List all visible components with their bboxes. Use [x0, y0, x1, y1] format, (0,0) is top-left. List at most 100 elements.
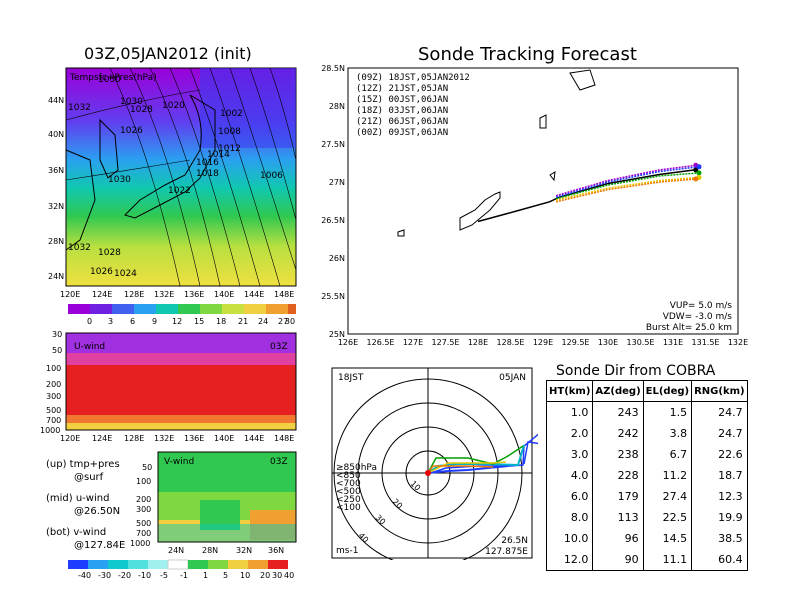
svg-text:1012: 1012	[218, 144, 241, 154]
svg-text:1030: 1030	[120, 97, 143, 107]
svg-text:<850: <850	[336, 471, 361, 481]
v-lat-ticks: 24N 28N 32N 36N	[168, 546, 284, 555]
svg-text:36N: 36N	[268, 546, 284, 555]
svg-text:32N: 32N	[48, 202, 64, 211]
table-cell: 179	[592, 486, 644, 507]
svg-text:24: 24	[258, 317, 268, 326]
lat-tick-label: 27.5N	[321, 140, 345, 149]
svg-text:148E: 148E	[274, 434, 294, 443]
svg-text:1032: 1032	[68, 243, 91, 253]
svg-text:24N: 24N	[48, 272, 64, 281]
svg-text:32N: 32N	[236, 546, 252, 555]
table-cell: 1.5	[642, 401, 693, 423]
track-end-point	[693, 167, 699, 173]
hodograph-line	[427, 433, 538, 474]
track-series-line	[555, 178, 696, 203]
svg-text:20: 20	[260, 571, 270, 580]
svg-text:100: 100	[136, 477, 151, 486]
polar-lon: 127.875E	[485, 547, 528, 557]
lon-tick-label: 131E	[663, 338, 683, 347]
svg-text:1030: 1030	[108, 175, 131, 185]
table-cell: 96	[592, 528, 644, 549]
table-cell: 14.5	[642, 528, 693, 549]
lon-tick-label: 127E	[403, 338, 423, 347]
svg-text:18: 18	[216, 317, 226, 326]
v-wind-label: V-wind	[164, 457, 194, 467]
table-cell: 238	[592, 444, 644, 465]
svg-text:140E: 140E	[214, 290, 234, 299]
svg-text:120E: 120E	[60, 290, 80, 299]
svg-text:40N: 40N	[48, 130, 64, 139]
table-cell: 22.5	[642, 507, 693, 528]
japan-coast	[124, 94, 216, 219]
svg-text:<250: <250	[336, 495, 361, 505]
table-header-row: HT(km) AZ(deg) EL(deg) RNG(km)	[545, 380, 748, 402]
svg-text:-30: -30	[98, 571, 111, 580]
svg-text:9: 9	[152, 317, 157, 326]
lon-tick-label: 126E	[338, 338, 358, 347]
svg-text:VUP= 5.0 m/s: VUP= 5.0 m/s	[670, 301, 733, 311]
note-bot: (bot) v-wind	[46, 527, 107, 538]
table-row: 6.0 179 27.4 12.3	[545, 486, 748, 507]
svg-text:27: 27	[278, 317, 288, 326]
svg-text:128E: 128E	[124, 434, 144, 443]
lat-tick-label: 26N	[329, 254, 345, 263]
svg-text:500: 500	[46, 406, 61, 415]
korea-coast	[99, 118, 119, 179]
track-series-line	[555, 172, 700, 200]
hodograph-origin	[425, 470, 431, 476]
track-series-line	[555, 164, 696, 197]
lat-tick-label: 28N	[329, 102, 345, 111]
lon-tick-label: 129.5E	[562, 338, 590, 347]
track-frame	[347, 67, 739, 335]
svg-text:300: 300	[136, 505, 151, 514]
svg-text:500: 500	[136, 519, 151, 528]
svg-text:(09Z) 18JST,05JAN2012: (09Z) 18JST,05JAN2012	[356, 73, 470, 83]
svg-text:(18Z) 03JST,06JAN: (18Z) 03JST,06JAN	[356, 106, 448, 116]
lon-tick-label: 128.5E	[497, 338, 525, 347]
table-cell: 242	[592, 423, 644, 444]
table-cell: 22.6	[691, 444, 748, 465]
track-end-point	[693, 176, 699, 182]
lon-tick-label: 131.5E	[692, 338, 720, 347]
note-mid: (mid) u-wind	[46, 493, 110, 504]
table-cell: 8.0	[545, 507, 594, 528]
svg-text:136E: 136E	[184, 290, 204, 299]
table-row: 4.0 228 11.2 18.7	[545, 465, 748, 486]
track-end-point	[696, 164, 702, 170]
table-cell: 243	[592, 401, 644, 423]
svg-text:136E: 136E	[184, 434, 204, 443]
map-field-label: Tempsfc+Pres(hPa)	[69, 73, 157, 83]
svg-text:144E: 144E	[244, 434, 264, 443]
u-wind-label: U-wind	[74, 342, 105, 352]
u-wind-time: 03Z	[270, 342, 288, 352]
polar-date: 05JAN	[499, 373, 526, 383]
svg-text:1032: 1032	[68, 103, 91, 113]
svg-text:28N: 28N	[202, 546, 218, 555]
lat-tick-label: 26.5N	[321, 216, 345, 225]
polar-lat: 26.5N	[501, 536, 528, 546]
track-series-line	[555, 176, 700, 201]
track-end-point	[696, 170, 702, 176]
table-title: Sonde Dir from COBRA	[556, 363, 716, 379]
table-row: 8.0 113 22.5 19.9	[545, 507, 748, 528]
track-legend: (09Z) 18JST,05JAN2012 (12Z) 21JST,05JAN …	[356, 73, 470, 138]
lon-tick-label: 126.5E	[367, 338, 395, 347]
polar-rings	[332, 368, 532, 560]
svg-text:1: 1	[203, 571, 208, 580]
svg-text:1028: 1028	[98, 248, 121, 258]
svg-text:VDW= -3.0 m/s: VDW= -3.0 m/s	[663, 312, 733, 322]
table-cell: 90	[592, 549, 644, 571]
u-p-ticks: 30 50 100 200 300 500 700 1000	[40, 330, 62, 435]
svg-text:100: 100	[46, 364, 61, 373]
svg-text:1000: 1000	[40, 426, 60, 435]
svg-text:148E: 148E	[274, 290, 294, 299]
table-row: 10.0 96 14.5 38.5	[545, 528, 748, 549]
svg-text:120E: 120E	[60, 434, 80, 443]
polar-unit: ms-1	[336, 546, 358, 556]
note-mid-loc: @26.50N	[74, 506, 121, 517]
track-params: VUP= 5.0 m/s VDW= -3.0 m/s Burst Alt= 25…	[646, 301, 732, 333]
svg-text:1016: 1016	[196, 158, 219, 168]
table-cell: 27.4	[642, 486, 693, 507]
svg-text:140E: 140E	[214, 434, 234, 443]
